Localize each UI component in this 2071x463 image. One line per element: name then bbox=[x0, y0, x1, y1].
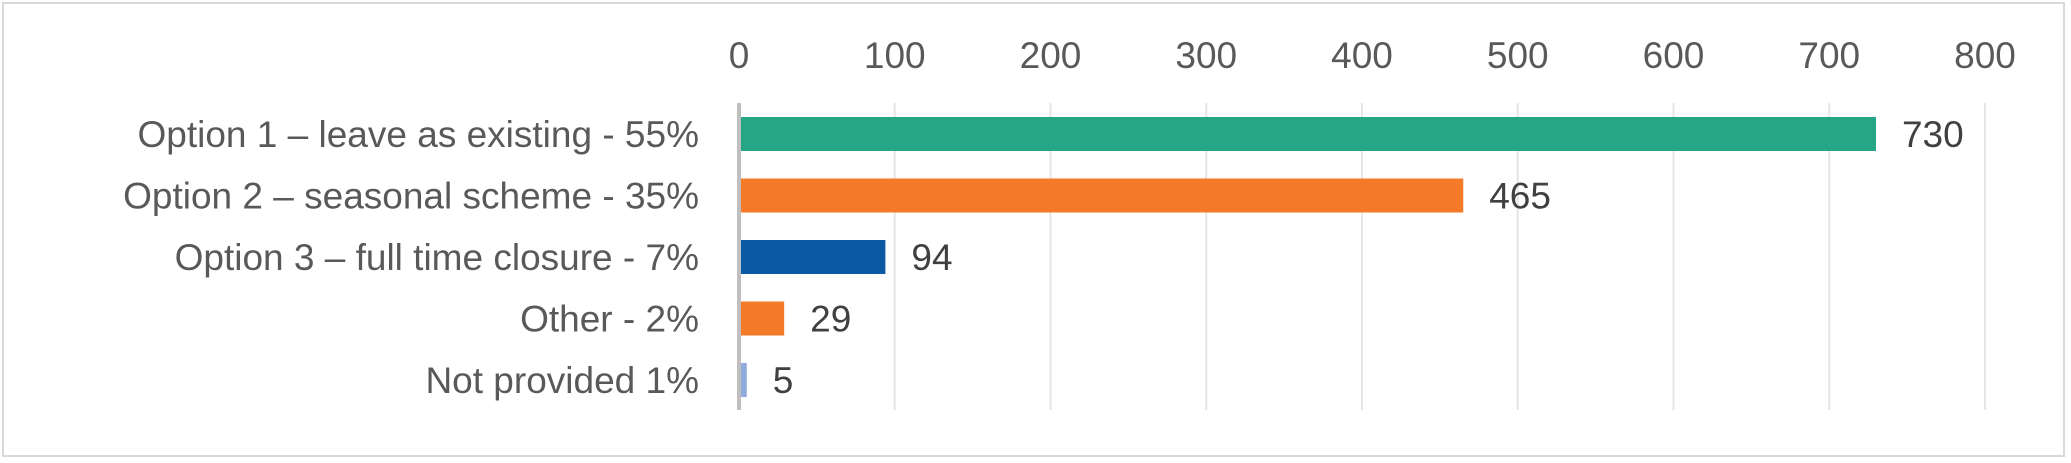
x-tick-label: 400 bbox=[1331, 35, 1393, 76]
x-tick-label: 600 bbox=[1643, 35, 1705, 76]
category-label: Option 2 – seasonal scheme - 35% bbox=[123, 176, 699, 217]
category-label: Not provided 1% bbox=[425, 360, 699, 401]
bar bbox=[739, 117, 1876, 151]
bar bbox=[739, 178, 1464, 213]
x-tick-label: 700 bbox=[1798, 35, 1860, 76]
x-tick-label: 300 bbox=[1175, 35, 1237, 76]
x-tick-label: 800 bbox=[1954, 35, 2016, 76]
chart-frame bbox=[2, 2, 2065, 457]
x-tick-label: 200 bbox=[1020, 35, 1082, 76]
data-label: 94 bbox=[911, 237, 952, 278]
bar bbox=[739, 363, 747, 397]
category-label: Option 1 – leave as existing - 55% bbox=[138, 114, 700, 155]
bar bbox=[739, 240, 886, 274]
x-tick-label: 0 bbox=[729, 35, 750, 76]
x-tick-label: 500 bbox=[1487, 35, 1549, 76]
category-label: Other - 2% bbox=[520, 299, 699, 340]
data-label: 730 bbox=[1902, 114, 1964, 155]
data-label: 5 bbox=[773, 360, 794, 401]
data-label: 465 bbox=[1489, 176, 1551, 217]
category-label: Option 3 – full time closure - 7% bbox=[175, 237, 699, 278]
data-label: 29 bbox=[810, 299, 851, 340]
x-tick-label: 100 bbox=[864, 35, 926, 76]
bar bbox=[739, 301, 785, 336]
